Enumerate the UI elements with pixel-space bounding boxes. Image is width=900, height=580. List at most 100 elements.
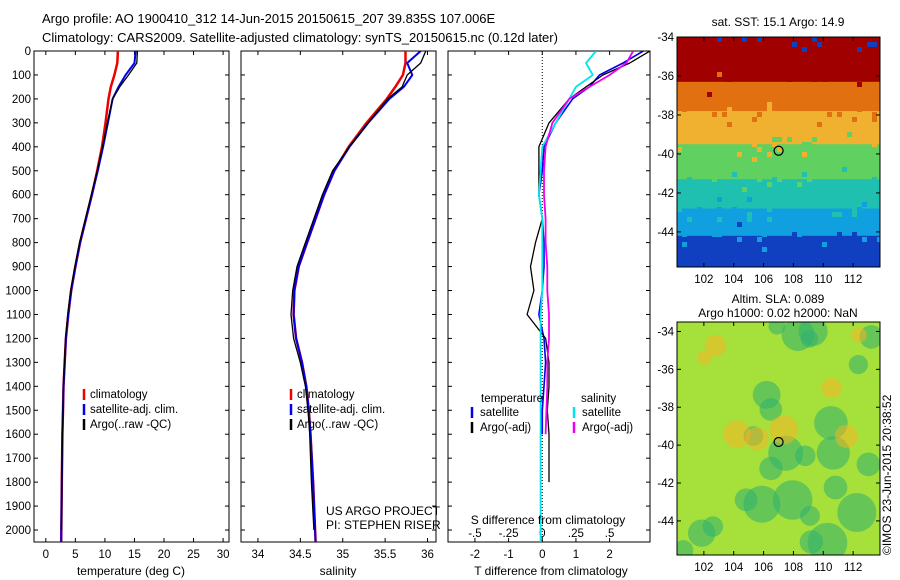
sst-map-cell bbox=[877, 242, 880, 247]
sst-map-cell bbox=[857, 82, 862, 87]
sst-map-cell bbox=[802, 257, 807, 262]
sst-map-cell bbox=[862, 202, 867, 207]
sst-map-cell bbox=[802, 102, 807, 107]
sst-map-cell bbox=[872, 142, 877, 147]
sst-map-cell bbox=[757, 147, 762, 152]
sst-map-cell bbox=[802, 142, 807, 147]
sst-map-cell bbox=[812, 37, 817, 42]
sla-map-low-eddy bbox=[677, 540, 694, 555]
sst-map-cell bbox=[862, 147, 867, 152]
sst-map-cell bbox=[717, 37, 722, 42]
sst-map-cell bbox=[737, 222, 742, 227]
sst-map-cell bbox=[682, 72, 687, 77]
sst-map-cell bbox=[802, 152, 807, 157]
sst-map-cell bbox=[817, 182, 822, 187]
sst-map-cell bbox=[712, 177, 717, 182]
sst-map-cell bbox=[832, 87, 837, 92]
sst-map-cell bbox=[827, 112, 832, 117]
depth-tick-label: 500 bbox=[12, 166, 31, 178]
sst-map-cell bbox=[747, 127, 752, 132]
sla-map-low-eddy bbox=[837, 492, 877, 533]
sst-map-field bbox=[677, 37, 880, 267]
salinity-diff-tick-label: .25 bbox=[568, 528, 584, 540]
sst-map-cell bbox=[757, 152, 762, 157]
sst-map-cell bbox=[822, 77, 827, 82]
sst-map-cell bbox=[862, 227, 867, 232]
depth-tick-label: 1100 bbox=[6, 309, 31, 321]
sst-map-cell bbox=[747, 57, 752, 62]
sst-map-cell bbox=[862, 132, 867, 137]
sst-map-cell bbox=[702, 257, 707, 262]
sst-map-cell bbox=[722, 97, 727, 102]
sst-map-cell bbox=[807, 132, 812, 137]
sst-map-cell bbox=[857, 207, 862, 212]
sst-map-cell bbox=[777, 162, 782, 167]
sst-map-cell bbox=[877, 122, 880, 127]
sst-map-cell bbox=[807, 162, 812, 167]
sst-map-cell bbox=[717, 197, 722, 202]
sst-map-cell bbox=[777, 197, 782, 202]
sst-map-cell bbox=[812, 132, 817, 137]
sst-map-cell bbox=[757, 37, 762, 42]
sst-map-cell bbox=[872, 57, 877, 62]
sst-map-cell bbox=[857, 147, 862, 152]
sst-map-cell bbox=[792, 167, 797, 172]
sst-map-cell bbox=[682, 232, 687, 237]
sst-map-cell bbox=[757, 127, 762, 132]
depth-tick-label: 1300 bbox=[5, 357, 31, 369]
sst-map-cell bbox=[867, 42, 872, 47]
sst-map-cell bbox=[752, 117, 757, 122]
depth-tick-label: 200 bbox=[12, 94, 31, 106]
salinity-xtick-label: 34.5 bbox=[289, 549, 311, 561]
sst-map-cell bbox=[827, 102, 832, 107]
sst-map-xtick-label: 110 bbox=[814, 274, 832, 286]
sst-map-cell bbox=[692, 117, 697, 122]
sst-map-cell bbox=[772, 242, 777, 247]
sst-map-cell bbox=[737, 152, 742, 157]
sla-map-ytick-label: -38 bbox=[657, 402, 674, 414]
sst-map-cell bbox=[812, 47, 817, 52]
sst-map-cell bbox=[777, 147, 782, 152]
sst-map-cell bbox=[807, 47, 812, 52]
sst-map-cell bbox=[847, 102, 852, 107]
difference-legend-label: Argo(-adj) bbox=[582, 422, 633, 434]
sst-map-cell bbox=[732, 172, 737, 177]
difference-xlabel: T difference from climatology bbox=[474, 564, 628, 578]
sst-map-cell bbox=[677, 202, 682, 207]
sst-map-cell bbox=[732, 62, 737, 67]
sst-map-cell bbox=[837, 182, 842, 187]
sst-map-ytick-label: -44 bbox=[657, 227, 674, 239]
sst-map-cell bbox=[802, 87, 807, 92]
sst-map-cell bbox=[797, 232, 802, 237]
sst-map-cell bbox=[812, 77, 817, 82]
sst-map-cell bbox=[687, 67, 692, 72]
sst-map-cell bbox=[752, 82, 757, 87]
project-credit: US ARGO PROJECT bbox=[326, 504, 441, 518]
sst-map-cell bbox=[797, 182, 802, 187]
sst-map-cell bbox=[812, 172, 817, 177]
sst-map-cell bbox=[687, 262, 692, 267]
temperature-xtick-label: 20 bbox=[158, 549, 171, 561]
sst-map-cell bbox=[727, 92, 732, 97]
depth-tick-label: 1400 bbox=[5, 381, 31, 393]
sst-map-cell bbox=[737, 67, 742, 72]
sst-map-cell bbox=[747, 192, 752, 197]
sst-map-cell bbox=[762, 232, 767, 237]
sst-map-cell bbox=[727, 212, 732, 217]
sst-map-cell bbox=[862, 97, 867, 102]
sst-map-cell bbox=[832, 147, 837, 152]
sst-map-cell bbox=[877, 237, 880, 242]
sst-map-xtick-label: 108 bbox=[784, 274, 803, 286]
imos-stamp: ©IMOS 23-Jun-2015 20:38:52 bbox=[880, 394, 894, 555]
sst-map-cell bbox=[692, 192, 697, 197]
depth-tick-label: 100 bbox=[12, 70, 31, 82]
sst-map-cell bbox=[767, 57, 772, 62]
sst-map-cell bbox=[752, 147, 757, 152]
sst-map-cell bbox=[852, 232, 857, 237]
sst-map-cell bbox=[677, 192, 682, 197]
sst-map-cell bbox=[792, 42, 797, 47]
sst-map-cell bbox=[712, 112, 717, 117]
sst-map-cell bbox=[747, 197, 752, 202]
sst-map-cell bbox=[867, 247, 872, 252]
sst-map-cell bbox=[862, 242, 867, 247]
